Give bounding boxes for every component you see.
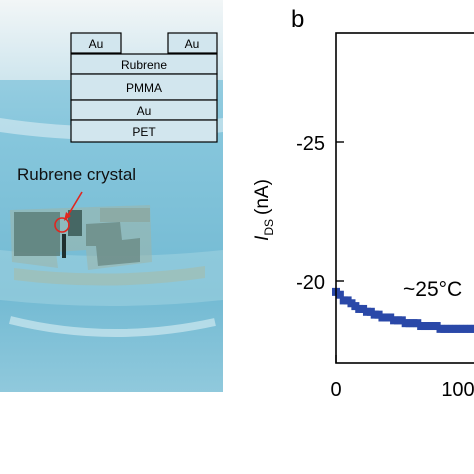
data-point [467, 324, 474, 333]
temperature-annotation: ~25°C [403, 278, 462, 301]
current-plot: b IDS (nA) ~25°C -25 -20 0 100 [252, 6, 474, 401]
beaker-highlight [9, 316, 216, 338]
data-layer [332, 287, 474, 333]
panel-label-b: b [291, 6, 304, 33]
stack-label-pmma: PMMA [126, 81, 162, 95]
plot-frame [335, 32, 474, 364]
data-point [471, 324, 474, 333]
xtick-label-100: 100 [441, 379, 474, 401]
film-shadow [14, 266, 205, 286]
crystal-pointer-arrowhead [64, 212, 71, 221]
device-photo: Au Au Rubrene PMMA Au PET Rubrene crysta… [0, 0, 223, 392]
ytick-label-minus-25: -25 [296, 133, 325, 155]
stack-layer-pet [70, 119, 218, 143]
stack-label-pet: PET [132, 125, 156, 139]
crystal-pointer-arrow [66, 191, 83, 218]
y-axis-label: IDS (nA) [252, 179, 276, 241]
ytick-label-minus-20: -20 [296, 272, 325, 294]
crystal-marker-circle [54, 217, 70, 233]
stack-label-au-left: Au [89, 37, 104, 51]
stack-label-au-gate: Au [137, 104, 152, 118]
flexible-device-film [10, 205, 152, 270]
y-axis-unit: (nA) [252, 179, 273, 215]
plot-panel: b IDS (nA) ~25°C -25 -20 0 100 [223, 0, 474, 474]
layer-stack: Au Au Rubrene PMMA Au PET [70, 32, 218, 143]
device-photo-drawing: Au Au Rubrene PMMA Au PET Rubrene crysta… [0, 0, 223, 392]
stack-label-rubrene: Rubrene [121, 58, 167, 72]
xtick-label-0: 0 [330, 379, 341, 401]
data-point [335, 290, 344, 299]
rubrene-crystal-label: Rubrene crystal [17, 165, 136, 184]
y-axis-subscript: DS [262, 219, 276, 236]
y-axis-symbol: I [252, 235, 273, 241]
stack-layer-au-right [167, 32, 218, 54]
stack-label-au-right: Au [185, 37, 200, 51]
stack-layer-au-left [70, 32, 122, 54]
